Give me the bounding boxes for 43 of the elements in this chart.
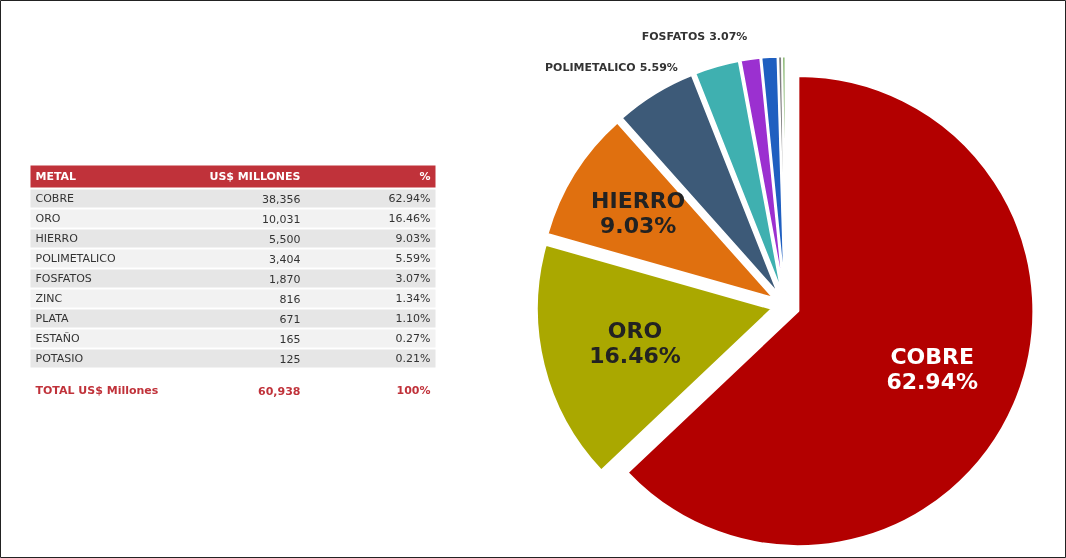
slice-label: COBRE (890, 343, 974, 369)
text: TOTAL US$ Millones (35, 384, 159, 397)
text: HIERRO (35, 232, 79, 245)
data-label: 16.46% (589, 342, 681, 368)
text: 5.59% (395, 252, 431, 265)
text: 5,500 (269, 232, 301, 246)
text: 1,870 (269, 272, 301, 286)
text: 0.27% (395, 332, 431, 345)
slice-label: HIERRO (591, 188, 686, 214)
text: 0.21% (395, 352, 431, 365)
text: ZINC (35, 292, 63, 305)
text: COBRE (35, 192, 75, 205)
text: 16.46% (388, 212, 431, 225)
text: PLATA (35, 312, 70, 325)
data-label: 5.59% (639, 60, 678, 74)
text: METAL (35, 170, 77, 183)
text: 3,404 (269, 252, 301, 266)
text: 38,356 (262, 192, 301, 206)
slice-label: FOSFATOS (641, 29, 706, 43)
text: POTASIO (35, 352, 84, 365)
text: 62.94% (388, 192, 431, 205)
text: ORO (35, 212, 61, 225)
data-label: 62.94% (886, 368, 979, 394)
text: 1.10% (395, 312, 431, 325)
text: ESTAÑO (35, 332, 81, 345)
text: 1.34% (395, 292, 431, 305)
text: 165 (279, 332, 301, 346)
text: 10,031 (262, 212, 301, 226)
text: % (419, 170, 431, 183)
text: 100% (396, 384, 431, 397)
text: POLIMETALICO (35, 252, 117, 265)
text: 671 (279, 312, 301, 326)
text: 60,938 (258, 384, 301, 398)
data-label: 9.03% (600, 213, 677, 239)
data-label: 3.07% (709, 29, 748, 43)
slice-label: ORO (607, 317, 663, 343)
text: FOSFATOS (35, 272, 92, 285)
text: 816 (279, 292, 301, 306)
text: 3.07% (395, 272, 431, 285)
text: 125 (279, 352, 301, 366)
slice-label: POLIMETALICO (545, 60, 636, 74)
text: US$ MILLONES (209, 170, 301, 183)
text: 9.03% (395, 232, 431, 245)
